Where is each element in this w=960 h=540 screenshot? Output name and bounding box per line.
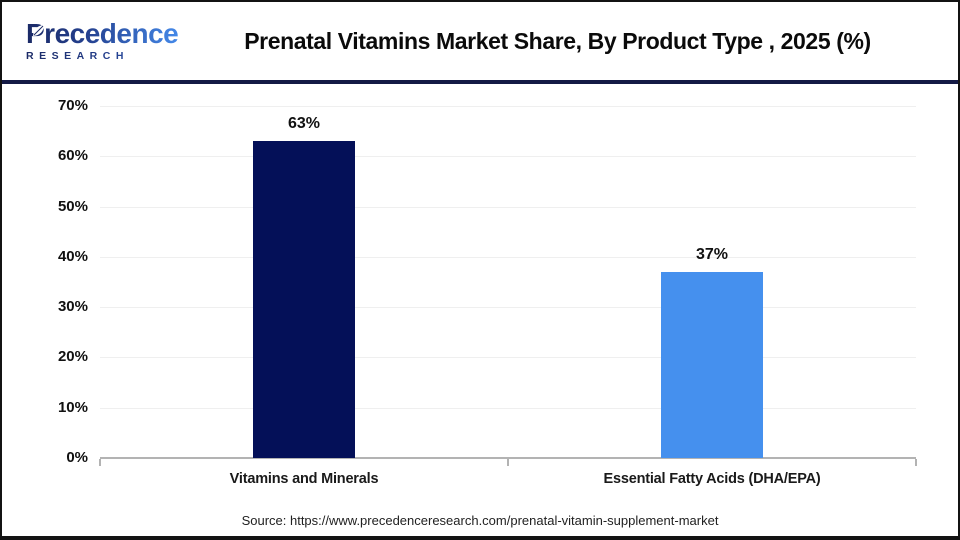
precedence-research-logo: Precedence RESEARCH xyxy=(2,20,187,62)
y-axis-tick-label: 60% xyxy=(57,147,88,165)
logo-wordmark: Precedence xyxy=(26,18,179,50)
logo-subtext: RESEARCH xyxy=(26,51,187,62)
chart-title: Prenatal Vitamins Market Share, By Produ… xyxy=(244,27,871,54)
bar-value-label: 63% xyxy=(287,115,321,133)
header: Precedence RESEARCH Prenatal Vitamins Ma… xyxy=(2,2,958,80)
x-axis-category-label: Vitamins and Minerals xyxy=(229,471,379,487)
title-area: Prenatal Vitamins Market Share, By Produ… xyxy=(187,28,958,55)
gridline xyxy=(100,407,916,409)
y-axis-tick-label: 10% xyxy=(57,398,88,416)
gridline xyxy=(100,206,916,208)
y-axis-tick-label: 40% xyxy=(57,247,88,265)
x-axis-category-label: Essential Fatty Acids (DHA/EPA) xyxy=(603,471,821,487)
gridline xyxy=(100,106,916,107)
source-line: Source: https://www.precedenceresearch.c… xyxy=(241,513,719,528)
y-axis-tick-label: 0% xyxy=(66,449,88,466)
header-separator xyxy=(2,80,958,84)
x-axis-tick xyxy=(915,459,917,466)
bar-vitamins-and-minerals xyxy=(253,141,355,458)
y-axis-tick-label: 30% xyxy=(57,298,88,316)
x-axis-tick xyxy=(507,459,509,466)
y-axis-tick-label: 50% xyxy=(57,197,88,215)
bar-value-label: 37% xyxy=(695,245,729,263)
gridline xyxy=(100,307,916,309)
leaf-icon xyxy=(33,25,44,37)
gridline xyxy=(100,256,916,258)
x-axis-line xyxy=(100,457,916,459)
gridline xyxy=(100,357,916,359)
x-axis-tick xyxy=(99,459,101,466)
bar-essential-fatty-acids-dha-epa xyxy=(661,271,763,458)
y-axis-tick-label: 20% xyxy=(57,348,88,366)
gridline xyxy=(100,156,916,158)
y-axis-tick-label: 70% xyxy=(57,97,88,114)
